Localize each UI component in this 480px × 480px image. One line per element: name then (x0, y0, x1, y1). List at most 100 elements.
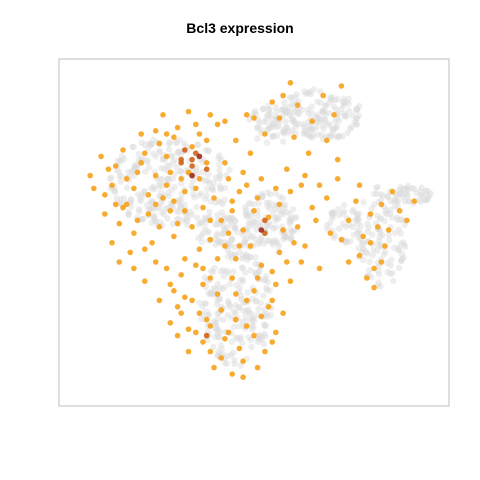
background-cell (144, 158, 151, 165)
background-cell (250, 317, 258, 325)
background-cell (194, 170, 201, 177)
background-cell (165, 176, 172, 183)
background-cell (263, 116, 270, 123)
background-cell (216, 182, 223, 190)
background-cell (215, 161, 223, 168)
background-cell (214, 296, 221, 304)
background-cell (370, 246, 377, 254)
background-cell (289, 115, 296, 122)
background-cell (354, 106, 361, 113)
background-cell (264, 278, 271, 286)
background-cell (359, 239, 366, 247)
background-cell (387, 270, 394, 277)
background-cell (374, 212, 381, 219)
expressing-cell-point (178, 176, 184, 182)
expressing-cell-point (233, 137, 239, 144)
background-cell (270, 120, 277, 127)
expressing-cell-point (182, 208, 188, 214)
background-cell (205, 311, 213, 318)
background-cell (270, 237, 277, 244)
background-cell (223, 360, 231, 367)
background-cell (239, 276, 246, 283)
background-cell (329, 210, 336, 217)
background-cell (405, 198, 413, 205)
background-cell (402, 185, 409, 192)
background-cell (203, 185, 211, 193)
background-cell (238, 264, 246, 271)
background-cell (246, 254, 253, 261)
background-cell (248, 323, 256, 330)
background-cell (230, 349, 237, 356)
background-cell (268, 112, 275, 119)
background-cell (108, 174, 115, 181)
background-cell (249, 233, 256, 240)
background-cell (417, 192, 424, 199)
background-cell (287, 94, 294, 101)
background-cell (134, 191, 142, 198)
background-cell (292, 94, 299, 101)
expressing-cell-point (163, 265, 170, 272)
expressing-cell-point (116, 259, 123, 265)
background-cell (225, 269, 232, 277)
background-cell (262, 322, 269, 329)
background-cell (286, 129, 293, 136)
expressing-cell-point (185, 348, 192, 355)
background-cell (283, 128, 290, 136)
background-cell (216, 152, 223, 159)
background-cell (176, 197, 183, 204)
expressing-cell-point (185, 326, 192, 333)
expressing-cell-point (193, 262, 199, 269)
background-cell (404, 197, 412, 204)
expressing-cell-point (276, 115, 283, 121)
background-cell (271, 205, 279, 212)
background-cell (274, 239, 281, 247)
background-cell (305, 122, 313, 130)
background-cell (252, 298, 260, 305)
background-cell (151, 212, 158, 219)
background-cell (342, 98, 349, 106)
background-cell (397, 190, 404, 198)
background-cell (349, 223, 356, 230)
expressing-cell-point (182, 294, 188, 301)
background-cell (248, 343, 255, 351)
background-cell (394, 191, 402, 199)
background-cell (264, 203, 271, 210)
background-cell (263, 287, 271, 294)
expressing-cell-point (102, 211, 108, 217)
background-cell (221, 196, 228, 203)
background-cell (288, 217, 295, 224)
background-cell (215, 348, 222, 355)
expressing-cell-point (265, 214, 272, 220)
expressing-cell-point (207, 275, 214, 281)
expressing-cell-point (233, 255, 239, 262)
background-cell (404, 185, 412, 192)
background-cell (346, 221, 353, 229)
background-cell (133, 162, 140, 170)
expressing-cell-point (196, 153, 203, 160)
background-cell (228, 236, 235, 244)
expressing-cell-point (207, 236, 214, 243)
background-cell (401, 241, 408, 249)
background-cell (340, 210, 347, 218)
background-cell (210, 343, 217, 351)
background-cell (202, 300, 209, 307)
expressing-cell-point (207, 348, 214, 355)
background-cell (382, 248, 389, 256)
background-cell (201, 225, 208, 232)
background-cell (355, 245, 362, 252)
background-cell (214, 237, 222, 245)
background-cell (175, 148, 182, 155)
background-cell (213, 325, 221, 333)
background-cell (232, 218, 239, 225)
expressing-cell-point (222, 336, 228, 342)
background-cell (201, 214, 209, 221)
expressing-cell-point (203, 137, 210, 144)
background-cell (339, 98, 347, 106)
background-cell (125, 211, 132, 218)
background-cell (249, 295, 256, 302)
background-cell (379, 192, 387, 199)
background-cell (385, 231, 393, 238)
background-cell (280, 130, 288, 137)
background-cell (355, 227, 362, 234)
background-cell (270, 210, 277, 217)
